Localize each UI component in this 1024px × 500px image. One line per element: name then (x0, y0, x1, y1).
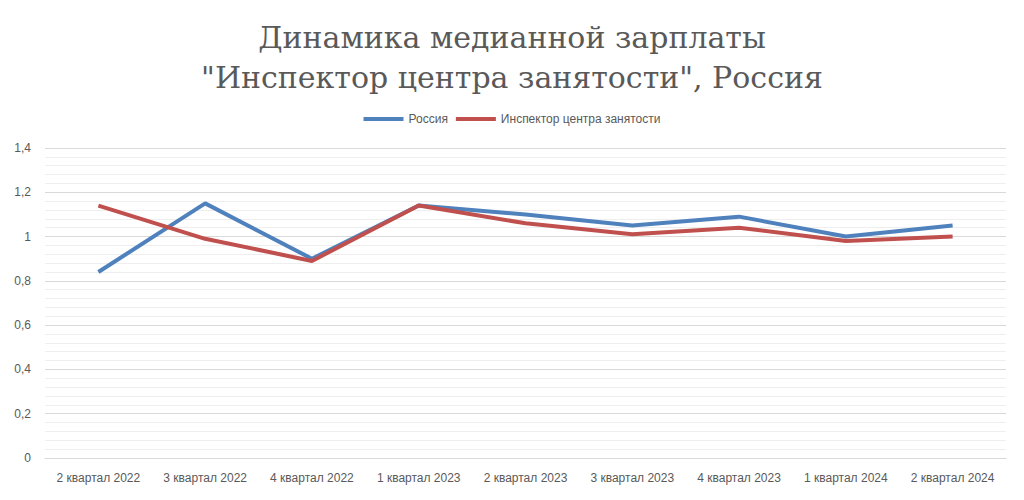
svg-text:1: 1 (24, 230, 31, 244)
svg-text:4 квартал 2023: 4 квартал 2023 (697, 471, 781, 485)
svg-text:1 квартал 2023: 1 квартал 2023 (377, 471, 461, 485)
svg-text:4 квартал 2022: 4 квартал 2022 (270, 471, 354, 485)
svg-text:Динамика медианной зарплаты: Динамика медианной зарплаты (258, 20, 766, 55)
svg-text:1 квартал 2024: 1 квартал 2024 (804, 471, 888, 485)
svg-text:0,8: 0,8 (14, 274, 31, 288)
svg-text:0: 0 (24, 451, 31, 465)
svg-text:3 квартал 2023: 3 квартал 2023 (590, 471, 674, 485)
svg-text:"Инспектор центра занятости",: "Инспектор центра занятости", Россия (201, 60, 823, 95)
svg-text:1,2: 1,2 (14, 185, 31, 199)
svg-text:3 квартал 2022: 3 квартал 2022 (163, 471, 247, 485)
svg-text:2 квартал 2024: 2 квартал 2024 (911, 471, 995, 485)
svg-text:0,6: 0,6 (14, 318, 31, 332)
svg-text:Россия: Россия (409, 112, 448, 126)
svg-text:0,4: 0,4 (14, 362, 31, 376)
svg-text:1,4: 1,4 (14, 141, 31, 155)
svg-text:2 квартал 2022: 2 квартал 2022 (57, 471, 141, 485)
svg-text:2 квартал 2023: 2 квартал 2023 (484, 471, 568, 485)
svg-text:Инспектор центра занятости: Инспектор центра занятости (501, 112, 661, 126)
svg-text:0,2: 0,2 (14, 407, 31, 421)
